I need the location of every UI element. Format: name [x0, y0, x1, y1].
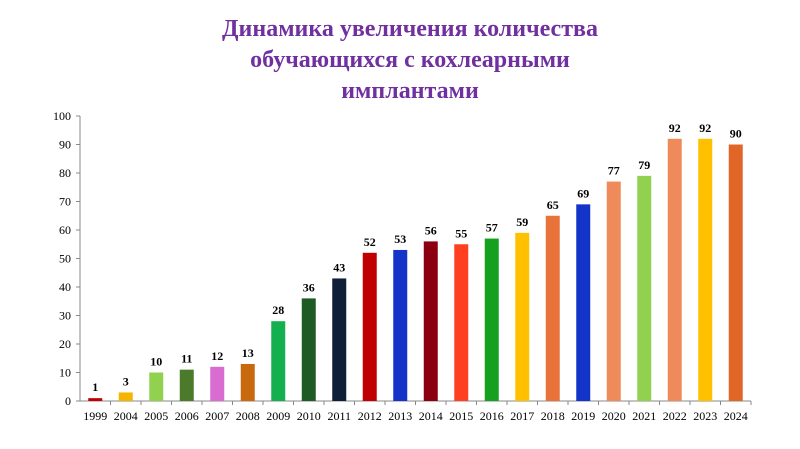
chart-title: Динамика увеличения количества обучающих… [150, 14, 670, 107]
data-label-2021: 79 [638, 158, 650, 172]
x-tick-label-2010: 2010 [297, 409, 321, 423]
y-tick-label: 70 [59, 195, 71, 209]
x-tick-label-2023: 2023 [693, 409, 717, 423]
y-tick-label: 20 [59, 337, 71, 351]
data-label-2010: 36 [303, 280, 315, 294]
bar-2023 [698, 138, 713, 402]
data-label-1999: 1 [92, 380, 98, 394]
y-tick-label: 80 [59, 166, 71, 180]
data-label-2017: 59 [516, 215, 528, 229]
bar-2009 [271, 321, 286, 401]
data-label-2018: 65 [547, 198, 559, 212]
data-label-2020: 77 [608, 164, 620, 178]
data-label-2006: 11 [181, 352, 192, 366]
bar-2022 [667, 138, 682, 402]
title-line-1: Динамика увеличения количества [222, 16, 598, 42]
bar-2011 [332, 278, 347, 401]
data-label-2014: 56 [425, 223, 437, 237]
title-line-3: имплантами [341, 78, 479, 104]
data-label-2015: 55 [455, 226, 467, 240]
x-tick-label-2014: 2014 [419, 409, 443, 423]
data-label-2013: 53 [394, 232, 406, 246]
y-tick-label: 100 [53, 109, 71, 123]
bar-2007 [210, 366, 225, 401]
data-label-2007: 12 [211, 349, 223, 363]
bar-2013 [393, 249, 408, 401]
x-tick-label-2024: 2024 [724, 409, 748, 423]
title-line-2: обучающихся с кохлеарными [250, 47, 570, 73]
bar-2004 [118, 392, 133, 401]
x-tick-label-1999: 1999 [83, 409, 107, 423]
y-tick-label: 10 [59, 366, 71, 380]
y-tick-label: 90 [59, 138, 71, 152]
y-tick-label: 0 [65, 394, 71, 408]
data-label-2012: 52 [364, 235, 376, 249]
y-tick-label: 60 [59, 223, 71, 237]
bar-2021 [637, 175, 652, 401]
x-tick-label-2011: 2011 [327, 409, 351, 423]
bar-2024 [728, 144, 743, 401]
x-tick-label-2007: 2007 [205, 409, 229, 423]
x-tick-label-2015: 2015 [449, 409, 473, 423]
x-tick-label-2012: 2012 [358, 409, 382, 423]
x-tick-label-2004: 2004 [114, 409, 138, 423]
data-label-2009: 28 [272, 303, 284, 317]
bar-1999 [88, 398, 103, 401]
bar-2016 [484, 238, 499, 401]
x-tick-label-2013: 2013 [388, 409, 412, 423]
x-tick-label-2016: 2016 [480, 409, 504, 423]
bar-2006 [179, 369, 194, 401]
x-tick-label-2019: 2019 [571, 409, 595, 423]
data-label-2024: 90 [730, 127, 742, 141]
bar-2018 [545, 215, 560, 401]
x-tick-label-2017: 2017 [510, 409, 534, 423]
data-label-2008: 13 [242, 346, 254, 360]
y-tick-label: 40 [59, 280, 71, 294]
data-label-2022: 92 [669, 121, 681, 135]
data-label-2019: 69 [577, 186, 589, 200]
bar-2010 [301, 298, 316, 401]
x-tick-label-2018: 2018 [541, 409, 565, 423]
bar-2015 [454, 244, 469, 401]
x-tick-label-2008: 2008 [236, 409, 260, 423]
bar-2017 [515, 232, 530, 401]
bar-2005 [149, 372, 164, 401]
data-label-2005: 10 [150, 355, 162, 369]
bar-2020 [606, 181, 621, 401]
bar-2008 [240, 363, 255, 401]
x-tick-label-2021: 2021 [632, 409, 656, 423]
bar-2014 [423, 241, 438, 401]
data-label-2023: 92 [699, 121, 711, 135]
y-tick-label: 50 [59, 252, 71, 266]
data-label-2011: 43 [333, 260, 345, 274]
x-tick-label-2009: 2009 [266, 409, 290, 423]
x-tick-label-2006: 2006 [175, 409, 199, 423]
x-tick-label-2005: 2005 [144, 409, 168, 423]
x-tick-label-2022: 2022 [663, 409, 687, 423]
data-label-2004: 3 [123, 374, 129, 388]
bar-2019 [576, 204, 591, 401]
x-tick-label-2020: 2020 [602, 409, 626, 423]
bar-2012 [362, 252, 377, 401]
y-tick-label: 30 [59, 309, 71, 323]
data-label-2016: 57 [486, 221, 498, 235]
